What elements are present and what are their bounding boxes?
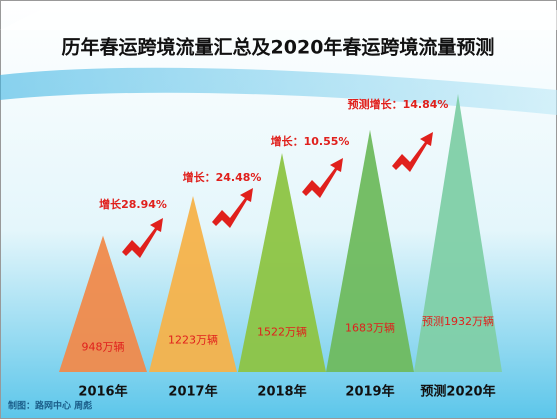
- value-label: 1522万辆: [257, 325, 307, 339]
- arrows: [122, 132, 433, 258]
- x-tick-label: 2019年: [345, 384, 394, 400]
- arrow: [212, 188, 253, 228]
- decor-top: [0, 10, 557, 30]
- annotation: 预测增长：14.84%: [348, 97, 449, 111]
- value-label: 预测1932万辆: [422, 314, 494, 328]
- value-label: 948万辆: [82, 339, 125, 353]
- x-tick-label: 2017年: [168, 384, 217, 400]
- arrow: [302, 158, 343, 198]
- peak: [414, 94, 502, 372]
- peak: [326, 129, 414, 372]
- x-tick-label: 2016年: [78, 384, 127, 400]
- credit: 制图：路网中心 周彪: [8, 400, 92, 412]
- annotation: 增长：10.55%: [271, 134, 350, 148]
- x-tick-label: 2018年: [257, 384, 306, 400]
- x-tick-label: 预测2020年: [420, 384, 495, 400]
- annotation: 增长28.94%: [99, 197, 167, 211]
- peak: [59, 235, 147, 372]
- arrow: [122, 218, 163, 258]
- annotation: 增长：24.48%: [183, 170, 262, 184]
- chart-title: 历年春运跨境流量汇总及2020年春运跨境流量预测: [62, 36, 495, 59]
- peak: [238, 152, 326, 372]
- peak: [149, 196, 237, 372]
- value-label: 1223万辆: [168, 332, 218, 346]
- arrow: [392, 132, 433, 172]
- value-label: 1683万辆: [345, 320, 395, 334]
- decor-band: [0, 67, 557, 115]
